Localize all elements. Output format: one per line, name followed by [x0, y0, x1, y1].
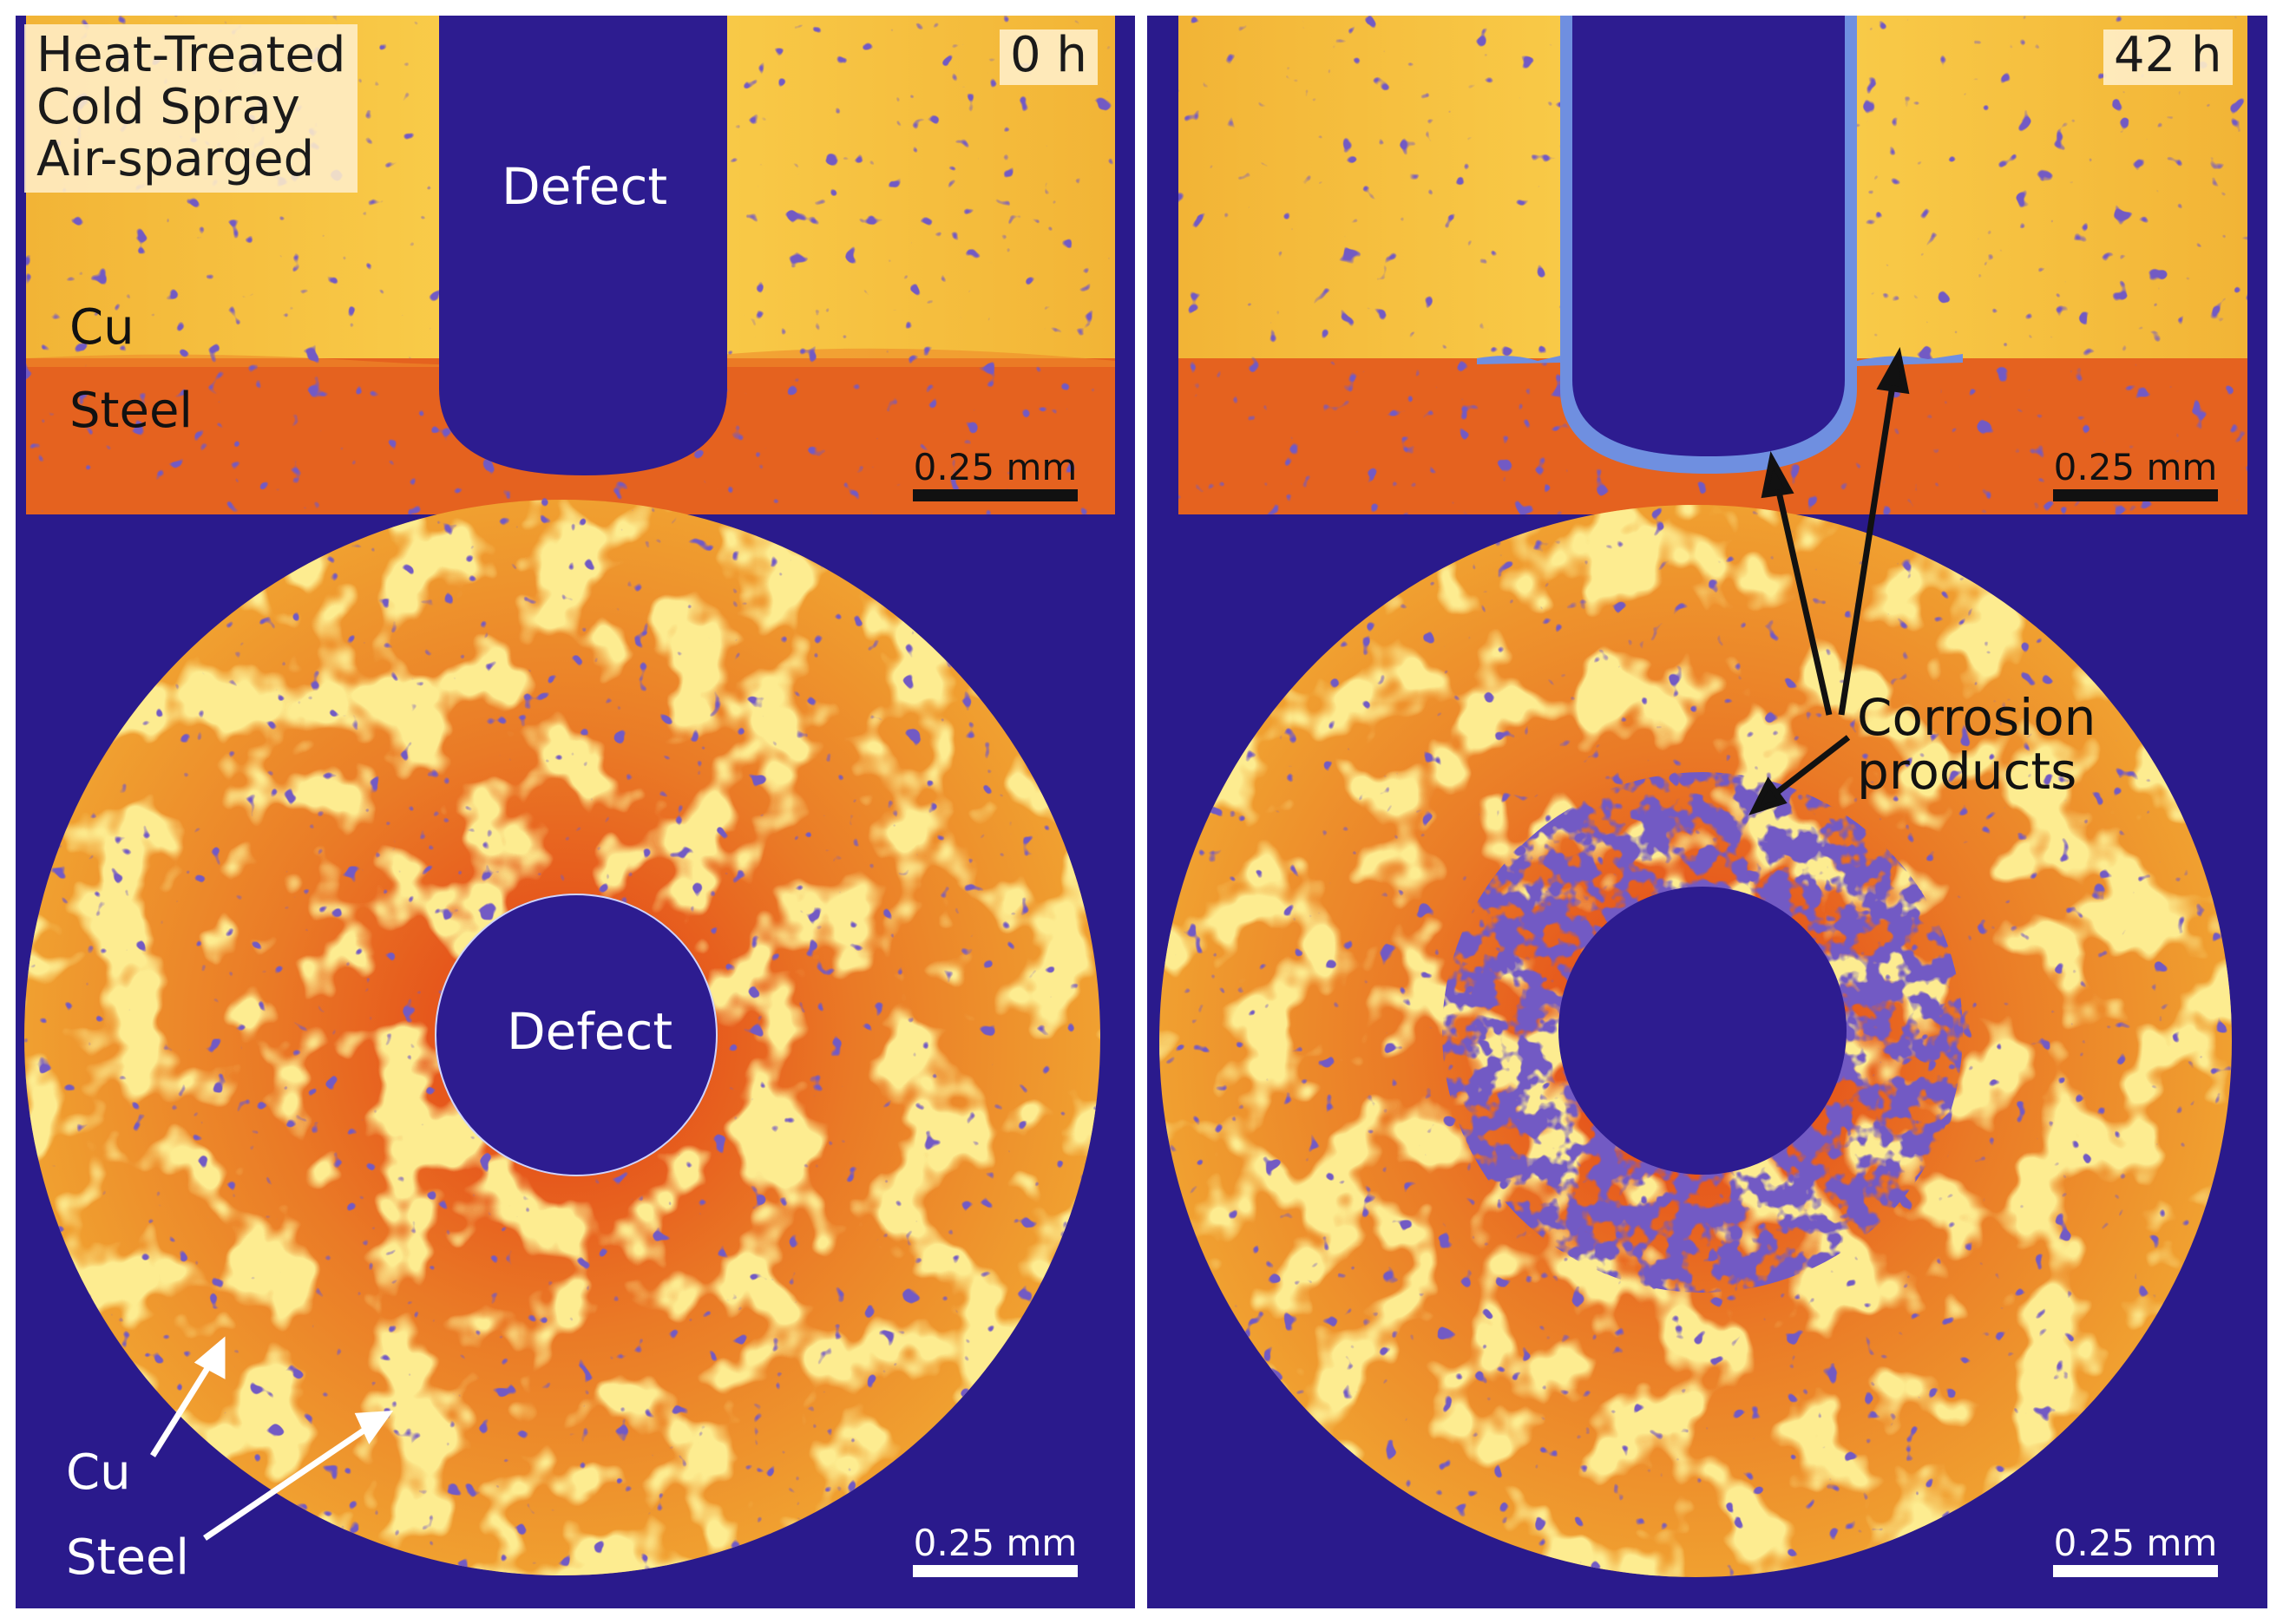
scale-bar-line: [913, 1565, 1078, 1577]
scale-bar-label: 0.25 mm: [2053, 446, 2218, 488]
defect-label-top: Defect: [502, 157, 668, 216]
corrosion-line-2: products: [1857, 742, 2077, 801]
condition-line-2: Cold Spray: [36, 79, 300, 135]
steel-label-bottom: Steel: [66, 1529, 189, 1586]
scale-bar-bottom-42h: 0.25 mm: [2053, 1525, 2218, 1577]
defect-hole-bottom: [435, 894, 718, 1176]
scale-bar-line: [2053, 489, 2218, 501]
cross-section-view-42h: [1178, 16, 2247, 514]
panel-0h: Heat-Treated Cold Spray Air-sparged 0 h …: [16, 16, 1135, 1608]
tomography-image-42h: [1159, 16, 2247, 1577]
condition-line-3: Air-sparged: [36, 131, 315, 187]
scale-bar-top-0h: 0.25 mm: [913, 449, 1078, 501]
corrosion-arrows: [1748, 346, 1910, 815]
scale-bar-top-42h: 0.25 mm: [2053, 449, 2218, 501]
scale-bar-line: [913, 489, 1078, 501]
plan-view-0h: [24, 500, 1100, 1575]
defect-hole-bottom: [1558, 887, 1847, 1175]
scale-bar-bottom-0h: 0.25 mm: [913, 1525, 1078, 1577]
condition-line-1: Heat-Treated: [36, 27, 346, 83]
scale-bar-label: 0.25 mm: [913, 1522, 1078, 1564]
steel-label-top: Steel: [69, 383, 193, 439]
plan-view-42h: [1159, 505, 2232, 1577]
scale-bar-label: 0.25 mm: [913, 446, 1078, 488]
material-arrows-0h: [150, 1336, 394, 1541]
corrosion-line-1: Corrosion: [1857, 688, 2096, 747]
corrosion-products-label: Corrosion products: [1857, 691, 2096, 798]
cu-label-top: Cu: [69, 299, 134, 356]
panel-42h: 42 h 0.25 mm Corrosion products 0.25 mm: [1147, 16, 2267, 1608]
time-label-0h: 0 h: [1000, 29, 1098, 85]
cross-section-view-0h: [26, 16, 1115, 514]
scale-bar-line: [2053, 1565, 2218, 1577]
time-label-42h: 42 h: [2103, 29, 2233, 85]
condition-label: Heat-Treated Cold Spray Air-sparged: [24, 24, 358, 193]
scale-bar-label: 0.25 mm: [2053, 1522, 2218, 1564]
defect-hole-top: [439, 16, 727, 475]
defect-hole-top: [1572, 16, 1845, 456]
cu-label-bottom: Cu: [66, 1444, 131, 1501]
defect-label-bottom: Defect: [507, 1002, 673, 1061]
tomography-image-0h: [24, 16, 1115, 1575]
